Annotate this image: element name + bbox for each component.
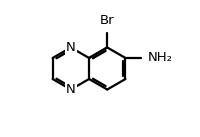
Text: Br: Br (100, 14, 115, 27)
Text: N: N (66, 41, 76, 54)
Text: NH₂: NH₂ (148, 52, 173, 65)
Text: N: N (66, 83, 76, 96)
